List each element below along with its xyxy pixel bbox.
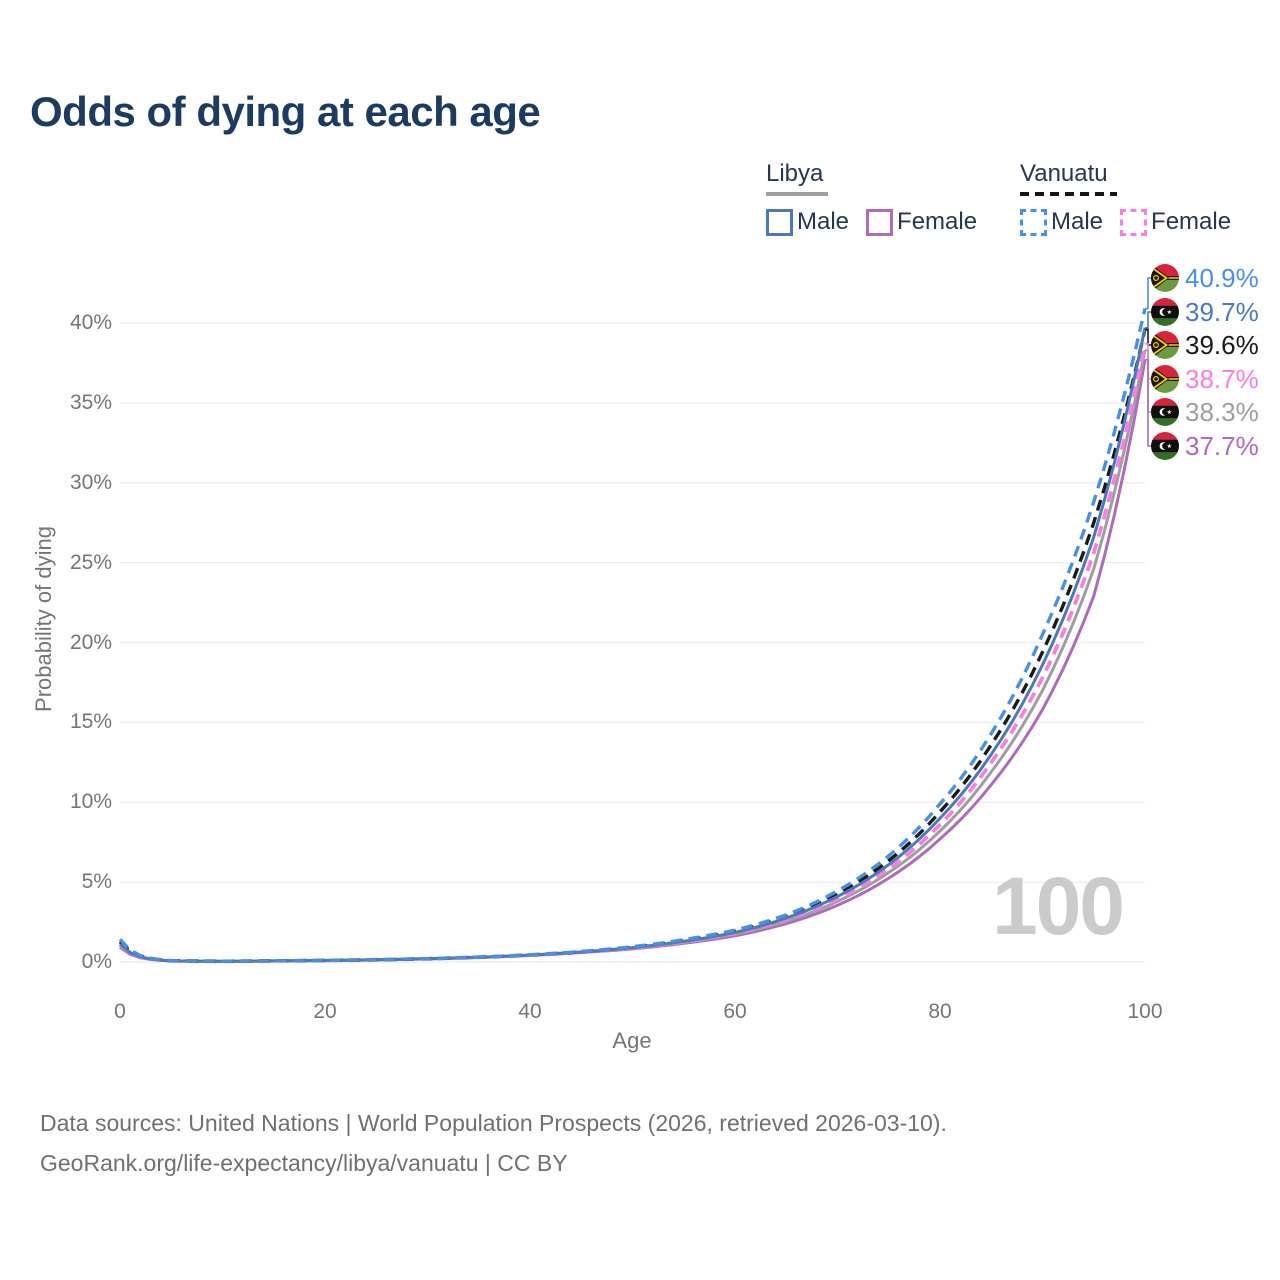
value-callout: ★ 39.7%	[1151, 296, 1259, 327]
legend-country-vanuatu[interactable]: Vanuatu	[1020, 160, 1231, 196]
legend-country-vanuatu-label: Vanuatu	[1020, 160, 1108, 187]
legend-country-libya[interactable]: Libya	[766, 160, 977, 196]
legend-swatch-vanuatu-male[interactable]	[1020, 208, 1047, 236]
series-line	[118, 343, 1147, 964]
y-tick-label: 25%	[69, 550, 112, 574]
y-axis-label: Probability of dying	[31, 526, 56, 712]
attribution-note: GeoRank.org/life-expectancy/libya/vanuat…	[40, 1150, 568, 1176]
libya-flag-icon: ★	[1151, 298, 1179, 326]
value-callout-label: 38.3%	[1185, 396, 1259, 427]
y-tick-label: 0%	[81, 950, 112, 973]
legend-swatch-vanuatu-female[interactable]	[1120, 208, 1148, 236]
legend-label-libya-female[interactable]: Female	[897, 208, 978, 235]
x-tick-label: 80	[928, 1000, 952, 1023]
value-callout: ★ 38.3%	[1151, 396, 1259, 427]
value-callout-label: 39.6%	[1185, 329, 1259, 360]
x-axis-label: Age	[612, 1028, 652, 1053]
legend-label-libya-male[interactable]: Male	[797, 208, 850, 235]
legend-row-vanuatu: Male Female	[1020, 208, 1231, 236]
x-tick-label: 20	[313, 1000, 337, 1023]
legend-label-vanuatu-male[interactable]: Male	[1051, 208, 1104, 235]
value-callout: 38.7%	[1151, 363, 1259, 394]
callout-connector	[1145, 277, 1152, 310]
value-callout: ★ 37.7%	[1151, 430, 1259, 461]
legend-swatch-libya-female[interactable]	[866, 208, 894, 236]
callout-connector	[1145, 328, 1152, 346]
value-callout-label: 39.7%	[1185, 296, 1259, 327]
vanuatu-line-style-swatch	[1020, 192, 1117, 196]
value-callout: 40.9%	[1151, 262, 1259, 293]
legend-group-vanuatu: Vanuatu Male Female	[1020, 160, 1231, 236]
legend-group-libya: Libya Male Female	[766, 160, 977, 236]
age-counter-watermark: 100	[992, 861, 1125, 952]
series-line	[119, 327, 1147, 963]
data-sources-note: Data sources: United Nations | World Pop…	[40, 1110, 947, 1136]
y-tick-label: 15%	[69, 710, 112, 734]
y-tick-label: 20%	[69, 630, 112, 654]
libya-flag-icon: ★	[1151, 398, 1179, 426]
vanuatu-flag-icon	[1151, 331, 1179, 359]
value-callout: 39.6%	[1151, 329, 1259, 360]
x-tick-label: 40	[518, 1000, 542, 1023]
y-tick-label: 10%	[69, 790, 112, 814]
page-title: Odds of dying at each age	[30, 88, 541, 135]
x-tick-label: 0	[114, 1000, 126, 1023]
svg-text:★: ★	[1167, 409, 1172, 416]
x-tick-label: 100	[1127, 1000, 1163, 1023]
legend-label-vanuatu-female[interactable]: Female	[1151, 208, 1232, 235]
libya-flag-icon: ★	[1151, 432, 1179, 460]
y-tick-label: 5%	[81, 870, 112, 894]
value-callout-label: 37.7%	[1185, 430, 1259, 461]
callout-connector	[1145, 311, 1152, 329]
svg-text:★: ★	[1167, 309, 1172, 316]
y-tick-label: 35%	[69, 390, 112, 414]
legend-country-libya-label: Libya	[766, 160, 824, 187]
svg-text:★: ★	[1167, 443, 1172, 450]
legend-swatch-libya-male[interactable]	[766, 208, 793, 236]
value-callout-label: 38.7%	[1185, 363, 1259, 394]
y-tick-label: 40%	[69, 311, 112, 334]
value-callout-label: 40.9%	[1185, 262, 1259, 293]
series-line	[118, 308, 1147, 963]
vanuatu-flag-icon	[1151, 365, 1179, 393]
vanuatu-flag-icon	[1151, 264, 1179, 292]
libya-line-style-swatch	[766, 192, 828, 196]
callout-connector	[1145, 358, 1152, 447]
legend-row-libya: Male Female	[766, 208, 977, 236]
y-tick-label: 30%	[69, 470, 112, 494]
x-tick-label: 60	[723, 1000, 747, 1023]
